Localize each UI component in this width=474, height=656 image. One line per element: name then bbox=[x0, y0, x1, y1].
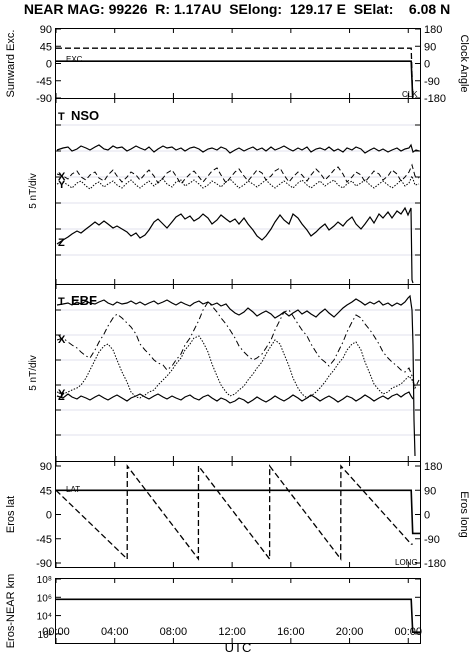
eros-long-right-tick-label: 0 bbox=[424, 510, 430, 522]
nso-panel-title: NSO bbox=[71, 108, 99, 123]
panel-range-frame bbox=[55, 578, 421, 644]
excursion-exc-line bbox=[56, 60, 414, 99]
ebf-ylabel: 5 nT/div bbox=[28, 355, 39, 391]
eros-long-line bbox=[55, 464, 413, 561]
x-tick-label: 00:00 bbox=[42, 626, 70, 638]
ebf-t-label: T bbox=[58, 296, 65, 308]
eros-lat-left-tick-label: 0 bbox=[46, 510, 52, 522]
panel-excursion-frame bbox=[55, 28, 421, 99]
axis-labels: 90 45 0 -45 -90 180 90 0 -90 -180 Sunward Exc. Cloc… bbox=[5, 24, 470, 648]
x-tick-label: 16:00 bbox=[277, 626, 305, 638]
nso-z-label: Z bbox=[58, 237, 65, 249]
clock-angle-right-tick-label: -180 bbox=[424, 93, 446, 105]
nso-t-trace bbox=[56, 143, 420, 154]
excursion-left-tick-label: -90 bbox=[36, 93, 52, 105]
x-tick-label: 20:00 bbox=[336, 626, 364, 638]
range-tick-label: 10⁸ bbox=[37, 575, 52, 586]
nso-x-trace bbox=[56, 163, 420, 185]
eros-lat-left-tick-label: 45 bbox=[40, 485, 52, 497]
nso-y-label: Y bbox=[58, 179, 66, 191]
clock-angle-right-tick-label: 180 bbox=[424, 24, 442, 36]
ebf-y-trace bbox=[56, 335, 420, 399]
eros-lat-left-tick-label: -45 bbox=[36, 534, 52, 546]
excursion-ylabel: Sunward Exc. bbox=[5, 30, 17, 98]
x-axis-title: UTC bbox=[225, 640, 252, 655]
clk-series-label: CLK bbox=[402, 90, 418, 99]
eros-lat-left-tick-label: 90 bbox=[40, 461, 52, 473]
vector-panel-ticks bbox=[56, 124, 420, 436]
eros-long-right-tick-label: -90 bbox=[424, 534, 440, 546]
clock-angle-right-tick-label: 90 bbox=[424, 41, 436, 53]
excursion-left-tick-label: 45 bbox=[40, 41, 52, 53]
nso-traces bbox=[56, 143, 420, 284]
range-tick-label: 10⁴ bbox=[37, 612, 52, 623]
ebf-x-label: X bbox=[58, 334, 66, 346]
x-tick-label: 12:00 bbox=[218, 626, 246, 638]
nso-ylabel: 5 nT/div bbox=[28, 173, 39, 209]
eros-lat-line bbox=[56, 489, 420, 535]
panel-nso-frame bbox=[55, 98, 421, 285]
ebf-t-trace bbox=[56, 294, 416, 457]
panel-eros-frame bbox=[55, 461, 421, 568]
range-range-line bbox=[56, 598, 420, 634]
nso-gridlines bbox=[56, 124, 420, 256]
ebf-z-trace bbox=[56, 391, 414, 404]
lat-series-label: LAT bbox=[66, 485, 80, 494]
nso-y-trace bbox=[56, 174, 420, 190]
eros-lat-left-tick-label: -90 bbox=[36, 558, 52, 570]
x-tick-label: 04:00 bbox=[101, 626, 129, 638]
x-tick-label: 00:00 bbox=[394, 626, 422, 638]
range-tick-label: 10⁶ bbox=[37, 593, 52, 604]
ebf-x-trace bbox=[56, 301, 420, 390]
excursion-left-tick-label: 0 bbox=[46, 59, 52, 71]
excursion-clk-line bbox=[56, 47, 414, 99]
eros-long-right-tick-label: -180 bbox=[424, 558, 446, 570]
eros-long-right-tick-label: 90 bbox=[424, 485, 436, 497]
excursion-left-tick-label: 90 bbox=[40, 24, 52, 36]
ebf-z-label: Z bbox=[58, 391, 65, 403]
eros-long-right-tick-label: 180 bbox=[424, 461, 442, 473]
x-tick-label: 08:00 bbox=[160, 626, 188, 638]
clock-angle-ylabel: Clock Angle bbox=[458, 34, 470, 92]
ebf-traces bbox=[56, 294, 420, 457]
series-lines bbox=[55, 47, 420, 634]
ebf-gridlines bbox=[56, 309, 420, 436]
range-tick-label: 10² bbox=[38, 630, 53, 641]
excursion-left-tick-label: -45 bbox=[36, 76, 52, 88]
long-series-label: LONG bbox=[395, 558, 418, 567]
eros-lat-ylabel: Eros lat bbox=[5, 496, 17, 533]
ebf-panel-title: EBF bbox=[71, 293, 97, 308]
plot-title: NEAR MAG: 99226 R: 1.17AU SElong: 129.17… bbox=[23, 1, 451, 17]
range-ylabel: Eros-NEAR km bbox=[5, 574, 17, 649]
axis-ticks bbox=[55, 28, 420, 643]
clock-angle-right-tick-label: -90 bbox=[424, 76, 440, 88]
nso-z-trace bbox=[56, 206, 414, 284]
nso-x-label: X bbox=[58, 171, 66, 183]
nso-t-label: T bbox=[58, 111, 65, 123]
clock-angle-right-tick-label: 0 bbox=[424, 59, 430, 71]
ebf-y-label: Y bbox=[58, 388, 66, 400]
exc-series-label: EXC. bbox=[66, 55, 85, 64]
eros-long-ylabel: Eros long bbox=[458, 491, 470, 537]
